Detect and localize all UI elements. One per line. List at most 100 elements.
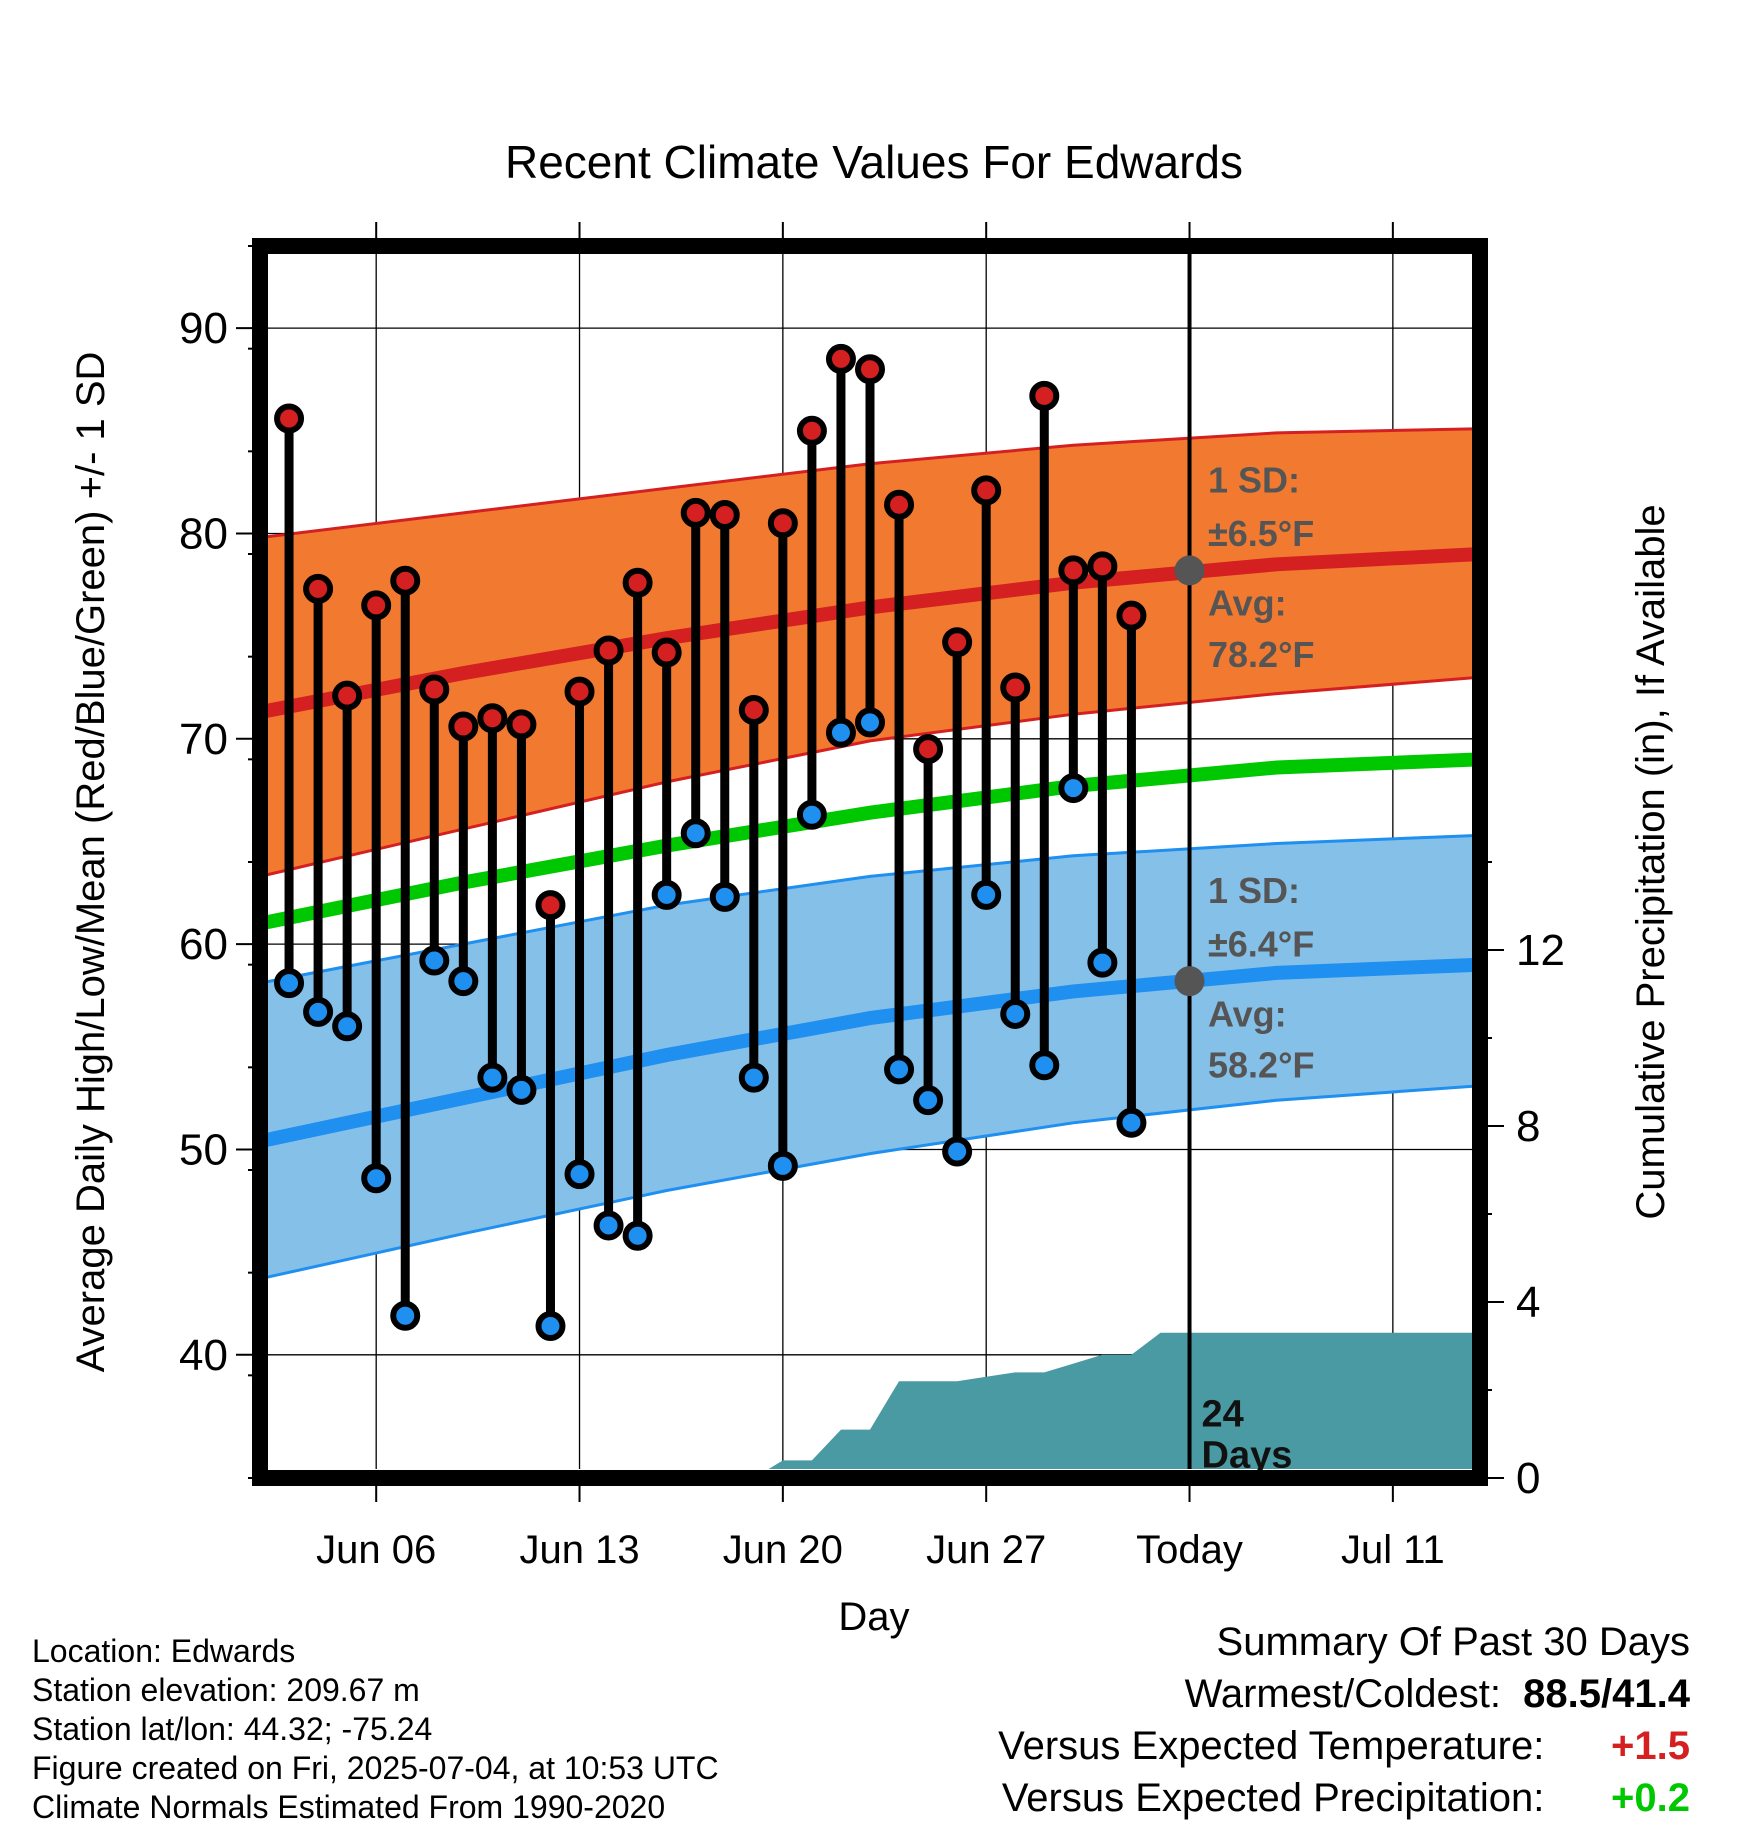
high-point [709, 499, 740, 530]
low-point [564, 1159, 595, 1190]
high-point [1000, 672, 1031, 703]
days-word: Days [1202, 1435, 1293, 1477]
low-sd-label: 1 SD: [1208, 870, 1300, 911]
high-point [390, 565, 421, 596]
x-axis-label: Day [838, 1595, 909, 1639]
high-point [1058, 555, 1089, 586]
low-point [622, 1220, 653, 1251]
low-point [477, 1062, 508, 1093]
high-point [448, 711, 479, 742]
high-point [274, 403, 305, 434]
y2-tick-label: 4 [1516, 1278, 1540, 1327]
low-point [1058, 773, 1089, 804]
summary-precip: Versus Expected Precipitation: +0.2 [1002, 1776, 1690, 1821]
high-point [651, 637, 682, 668]
elevation-text: Station elevation: 209.67 m [32, 1672, 420, 1708]
plot-area: 1 SD: ±6.5°F Avg: 78.2°F 1 SD: ±6.4°F Avg: 58.2… [252, 238, 1488, 1486]
high-sd-value: ±6.5°F [1208, 513, 1314, 554]
latlon-text: Station lat/lon: 44.32; -75.24 [32, 1711, 433, 1747]
high-point [680, 497, 711, 528]
low-point [651, 879, 682, 910]
high-point [564, 676, 595, 707]
x-tick-label: Jun 20 [723, 1528, 843, 1572]
low-point [913, 1085, 944, 1116]
y-axis-label: Average Daily High/Low/Mean (Red/Blue/Gr… [69, 352, 113, 1373]
high-point [1087, 551, 1118, 582]
low-point [709, 881, 740, 912]
y-tick-label: 40 [179, 1331, 228, 1380]
x-tick-label: Jun 06 [316, 1528, 436, 1572]
low-avg-label: Avg: [1208, 993, 1287, 1034]
chart-title: Recent Climate Values For Edwards [505, 136, 1243, 188]
low-point [1087, 947, 1118, 978]
high-point [942, 627, 973, 658]
low-avg-line [268, 957, 1473, 1147]
warm-cold-value: 88.5/41.4 [1523, 1672, 1690, 1716]
x-tick-label: Jul 11 [1341, 1528, 1445, 1572]
days-number: 24 [1202, 1394, 1244, 1436]
low-point [303, 996, 334, 1027]
high-point [1029, 380, 1060, 411]
low-sd-value: ±6.4°F [1208, 923, 1314, 964]
high-point [913, 734, 944, 765]
low-point [1029, 1050, 1060, 1081]
today-avg-marker [1174, 555, 1205, 586]
high-point [971, 475, 1002, 506]
y2-tick-label: 12 [1516, 926, 1565, 975]
y-tick-label: 80 [179, 509, 228, 558]
low-point [535, 1311, 566, 1342]
y-tick-label: 70 [179, 715, 228, 764]
low-point [825, 717, 856, 748]
temp-label: Versus Expected Temperature: [998, 1724, 1545, 1768]
high-point [1116, 600, 1147, 631]
precip-label: Versus Expected Precipitation: [1001, 1776, 1545, 1820]
low-point [767, 1150, 798, 1181]
created-text: Figure created on Fri, 2025-07-04, at 10… [32, 1750, 719, 1786]
high-point [361, 590, 392, 621]
precip-value: +0.2 [1611, 1776, 1690, 1820]
high-point [535, 890, 566, 921]
axes: 40 50 60 70 80 90 0 4 8 12 Jun 06 Jun 13 Jun 20 Jun 2… [179, 222, 1565, 1572]
low-point [274, 968, 305, 999]
high-point [738, 695, 769, 726]
low-point [884, 1054, 915, 1085]
y-tick-label: 60 [179, 920, 228, 969]
high-sd-label: 1 SD: [1208, 459, 1300, 500]
low-point [855, 707, 885, 738]
summary-title: Summary Of Past 30 Days [1217, 1620, 1690, 1665]
y-tick-label: 90 [179, 304, 228, 353]
high-point [332, 680, 363, 711]
low-point [448, 966, 479, 997]
y2-tick-label: 0 [1516, 1454, 1540, 1503]
temp-value: +1.5 [1611, 1724, 1690, 1768]
high-point [622, 567, 653, 598]
high-point [303, 573, 334, 604]
x-tick-label: Today [1136, 1528, 1243, 1572]
low-point [738, 1062, 769, 1093]
high-point [855, 354, 885, 385]
summary-warm-cold: Warmest/Coldest: 88.5/41.4 [1185, 1672, 1690, 1717]
low-point [390, 1300, 421, 1331]
y-tick-label: 50 [179, 1125, 228, 1174]
x-tick-label: Jun 27 [926, 1528, 1046, 1572]
low-point [680, 818, 711, 849]
high-point [825, 343, 856, 374]
high-point [419, 674, 450, 705]
low-band-lower-edge [268, 1084, 1473, 1279]
today-avg-marker [1174, 966, 1205, 997]
low-avg-value: 58.2°F [1208, 1045, 1314, 1086]
x-tick-label: Jun 13 [519, 1528, 639, 1572]
y2-tick-label: 8 [1516, 1102, 1540, 1151]
y2-axis-label: Cumulative Precipitation (in), If Availa… [1629, 504, 1673, 1219]
normals-period-text: Climate Normals Estimated From 1990-2020 [32, 1789, 666, 1825]
low-point [971, 879, 1002, 910]
low-point [942, 1136, 973, 1167]
low-point [593, 1210, 624, 1241]
low-point [796, 799, 827, 830]
low-point [506, 1074, 537, 1105]
high-point [477, 703, 508, 734]
low-point [332, 1011, 363, 1042]
high-point [593, 635, 624, 666]
high-point [884, 489, 915, 520]
